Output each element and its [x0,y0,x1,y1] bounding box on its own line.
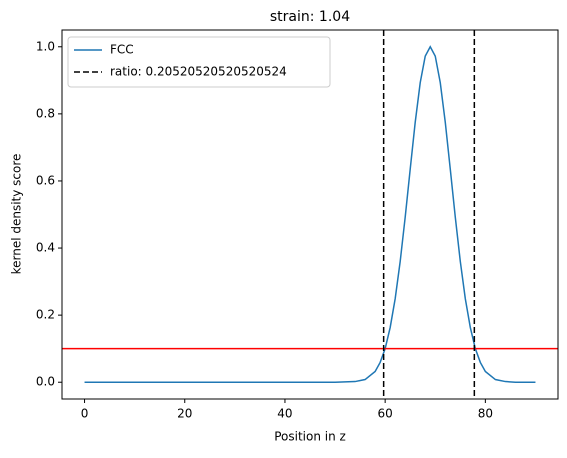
x-tick-label: 60 [378,407,393,421]
x-tick-label: 40 [277,407,292,421]
y-tick-label: 1.0 [36,39,55,53]
y-tick-label: 0.2 [36,308,55,322]
legend-box [67,36,331,88]
axes-frame [61,29,559,400]
x-tick-label: 80 [478,407,493,421]
chart-title: strain: 1.04 [270,9,350,25]
y-tick-label: 0.4 [36,241,55,255]
legend-label: FCC [110,43,134,57]
x-axis-label: Position in z [274,430,346,444]
legend-label: ratio: 0.20520520520520524 [110,65,287,79]
y-axis-label: kernel density score [10,154,24,275]
y-tick-label: 0.0 [36,375,55,389]
y-tick-label: 0.6 [36,173,55,187]
y-tick-label: 0.8 [36,106,55,120]
x-tick-label: 20 [177,407,192,421]
line [84,45,536,383]
x-tick-label: 0 [81,407,89,421]
